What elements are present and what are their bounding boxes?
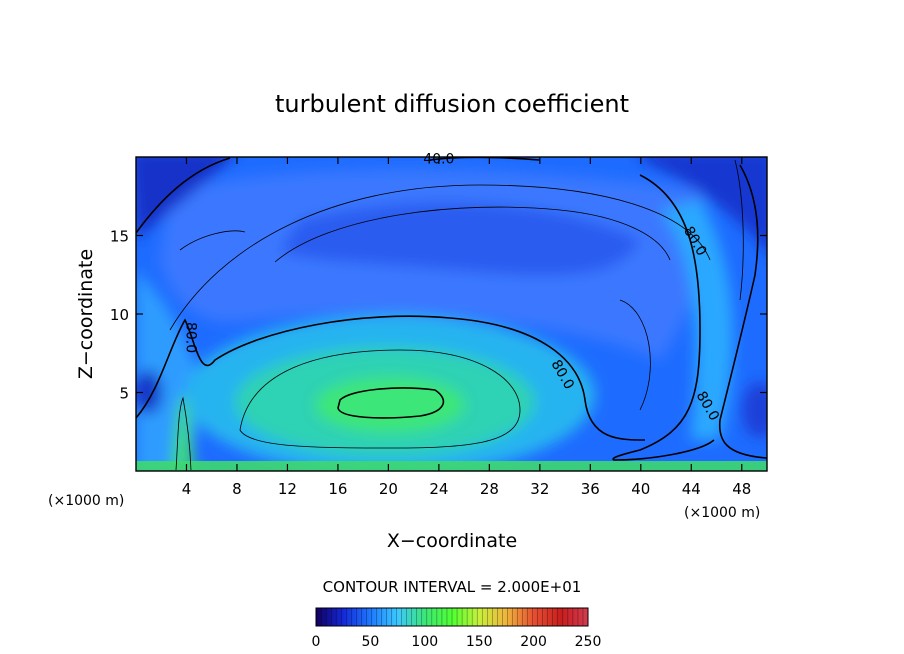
x-tick-label: 36 [581, 480, 600, 498]
field-region-left-pocket [136, 370, 162, 414]
x-axis-label: X−coordinate [387, 530, 517, 552]
contour-80-right-edge [718, 164, 767, 459]
x-tick-label: 48 [732, 480, 751, 498]
field-bottom-strip [136, 461, 767, 471]
colorbar-tick-label: 0 [312, 634, 321, 650]
field-region-lower-green [315, 377, 465, 433]
contour-thin-upper-1 [169, 184, 711, 331]
x-tick-label: 4 [182, 480, 192, 498]
x-tick-label: 20 [379, 480, 398, 498]
contour-label: 80.0 [182, 322, 198, 353]
x-tick-label: 40 [631, 480, 650, 498]
contour-thin-upper-2 [274, 206, 671, 263]
x-tick-label: 28 [480, 480, 499, 498]
contour-thin-right [619, 159, 744, 411]
x-tick-label: 32 [530, 480, 549, 498]
contour-thin-upper-3 [179, 230, 246, 251]
field-region-top-right [640, 157, 767, 252]
colorbar-tick-label: 150 [466, 634, 493, 650]
x-unit-right: (×1000 m) [684, 505, 760, 521]
x-axis: 4 8 12 16 20 24 28 32 36 40 44 48 [182, 157, 751, 498]
field-region-green-plume [172, 395, 194, 470]
colorbar-frame [315, 607, 589, 627]
contour-interval-text: CONTOUR INTERVAL = 2.000E+01 [323, 578, 582, 596]
x-unit-left: (×1000 m) [48, 493, 124, 509]
x-tick-label: 44 [682, 480, 701, 498]
y-axis-label: Z−coordinate [75, 249, 97, 379]
colorbar-tick-label: 200 [520, 634, 547, 650]
y-axis: 5 10 15 [110, 228, 767, 403]
colorbar-tick-label: 250 [575, 634, 602, 650]
colorbar-stripes [320, 608, 584, 626]
field-region-right-pocket [742, 382, 767, 438]
plot-area [136, 157, 767, 471]
contour-inner-green [337, 387, 445, 419]
contour-80-right-col [612, 174, 715, 461]
x-tick-label: 24 [429, 480, 448, 498]
contour-thin-lower [239, 349, 521, 449]
x-tick-label: 12 [278, 480, 297, 498]
y-tick-label: 15 [110, 228, 129, 246]
contour-lines [136, 157, 767, 471]
y-tick-label: 10 [110, 306, 129, 324]
x-tick-label: 8 [232, 480, 242, 498]
x-tick-label: 16 [328, 480, 347, 498]
y-tick-label: 5 [119, 385, 129, 403]
contour-80-lower-cell [136, 315, 646, 441]
colorbar-tick-label: 50 [361, 634, 379, 650]
colorbar-ticks: 0 50 100 150 200 250 [312, 634, 602, 650]
colorbar-tick-label: 100 [411, 634, 438, 650]
field-region-right-streak [660, 200, 734, 440]
colorbar: 0 50 100 150 200 250 [312, 607, 602, 650]
field-region-top-left [136, 157, 233, 240]
chart-title: turbulent diffusion coefficient [275, 90, 629, 118]
contour-thin-left-plume [175, 396, 192, 471]
